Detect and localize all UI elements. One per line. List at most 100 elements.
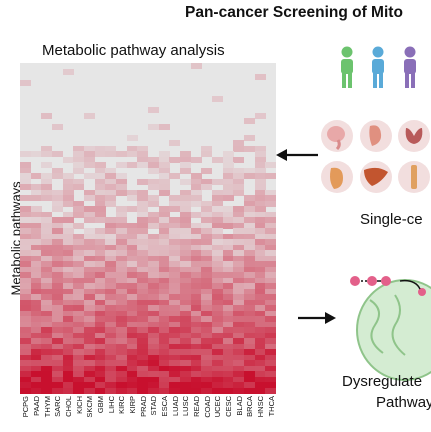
- heatmap-cell: [148, 195, 160, 201]
- heatmap-cell: [52, 305, 64, 311]
- heatmap-cell: [20, 316, 32, 322]
- heatmap-cell: [73, 162, 85, 168]
- heatmap-cell: [169, 371, 181, 377]
- heatmap-cell: [105, 332, 117, 339]
- heatmap-cell: [84, 228, 96, 234]
- heatmap-cell: [84, 387, 96, 394]
- heatmap-cell: [169, 349, 181, 355]
- heatmap-cell: [41, 233, 53, 240]
- heatmap-cell: [180, 206, 192, 212]
- heatmap-cell: [148, 387, 160, 394]
- heatmap-cell: [233, 145, 245, 152]
- heatmap-cell: [212, 272, 224, 278]
- heatmap-cell: [190, 387, 202, 394]
- heatmap-cell: [116, 206, 128, 212]
- heatmap-cell: [265, 376, 277, 383]
- heatmap-cell: [20, 354, 32, 361]
- heatmap-cell: [116, 327, 128, 333]
- heatmap-cell: [244, 261, 256, 267]
- heatmap-cell: [84, 162, 96, 168]
- heatmap-cell: [105, 354, 117, 361]
- heatmap-cell: [20, 382, 32, 388]
- heatmap-cell: [158, 222, 170, 229]
- heatmap-cell: [84, 321, 96, 328]
- heatmap-cell: [84, 283, 96, 289]
- heatmap-cell: [94, 338, 106, 344]
- heatmap-cell: [62, 283, 74, 289]
- heatmap-cell: [52, 327, 64, 333]
- heatmap-cell: [244, 343, 256, 350]
- heatmap-cell: [20, 343, 32, 350]
- heatmap-cell: [254, 178, 266, 185]
- heatmap-cell: [52, 266, 64, 273]
- heatmap-cell: [126, 305, 138, 311]
- heatmap-cell: [62, 173, 74, 179]
- heatmap-cell: [94, 376, 106, 383]
- heatmap-cell: [52, 244, 64, 251]
- heatmap-cell: [265, 250, 277, 256]
- heatmap-cell: [20, 266, 32, 273]
- heatmap-cell: [265, 338, 277, 344]
- heatmap-cell: [62, 68, 74, 75]
- heatmap-cell: [20, 255, 32, 262]
- heatmap-cell: [212, 305, 224, 311]
- heatmap-cell: [222, 365, 234, 372]
- person-icon: [372, 46, 384, 88]
- heatmap-cell: [244, 239, 256, 245]
- heatmap-cell: [212, 277, 224, 284]
- heatmap-cell: [254, 261, 266, 267]
- heatmap-cell: [84, 156, 96, 163]
- heatmap-cell: [94, 332, 106, 339]
- heatmap-cell: [41, 211, 53, 218]
- heatmap-cell: [73, 299, 85, 306]
- heatmap-cell: [148, 272, 160, 278]
- heatmap-cell: [212, 211, 224, 218]
- heatmap-cell: [222, 167, 234, 174]
- heatmap-cell: [265, 162, 277, 168]
- heatmap-cell: [41, 151, 53, 157]
- heatmap-cell: [190, 200, 202, 207]
- heatmap-cell: [73, 239, 85, 245]
- heatmap-cell: [126, 228, 138, 234]
- heatmap-cell: [265, 327, 277, 333]
- heatmap-cell: [73, 272, 85, 278]
- heatmap-cell: [137, 178, 149, 185]
- heatmap-cell: [201, 167, 213, 174]
- heatmap-cell: [52, 349, 64, 355]
- heatmap-cell: [233, 206, 245, 212]
- heatmap-cell: [180, 310, 192, 317]
- heatmap-cell: [233, 261, 245, 267]
- heatmap-cell: [20, 233, 32, 240]
- heatmap-cell: [62, 156, 74, 163]
- heatmap-cell: [52, 217, 64, 223]
- heatmap-cell: [222, 173, 234, 179]
- heatmap-cell: [94, 233, 106, 240]
- heatmap-cell: [190, 338, 202, 344]
- heatmap-cell: [84, 338, 96, 344]
- heatmap-cell: [94, 277, 106, 284]
- heatmap-cell: [169, 294, 181, 300]
- brain-icon: [321, 120, 353, 152]
- heatmap-cell: [62, 195, 74, 201]
- heatmap-cell: [84, 310, 96, 317]
- heatmap-cell: [222, 277, 234, 284]
- heatmap-cell: [62, 332, 74, 339]
- heatmap-cell: [52, 277, 64, 284]
- heatmap-cell: [254, 112, 266, 119]
- heatmap-cell: [244, 360, 256, 366]
- heatmap-cell: [20, 244, 32, 251]
- heatmap-cell: [116, 288, 128, 295]
- heatmap-cell: [190, 239, 202, 245]
- heatmap-cell: [116, 343, 128, 350]
- heatmap-cell: [201, 228, 213, 234]
- heatmap-cell: [254, 184, 266, 190]
- heatmap-cell: [201, 387, 213, 394]
- heatmap-cell: [20, 206, 32, 212]
- heatmap-cell: [148, 365, 160, 372]
- heatmap-cell: [212, 250, 224, 256]
- heatmap-cell: [84, 217, 96, 223]
- heatmap-cell: [222, 310, 234, 317]
- heatmap-cell: [254, 200, 266, 207]
- heatmap-cell: [169, 195, 181, 201]
- heatmap-cell: [233, 189, 245, 196]
